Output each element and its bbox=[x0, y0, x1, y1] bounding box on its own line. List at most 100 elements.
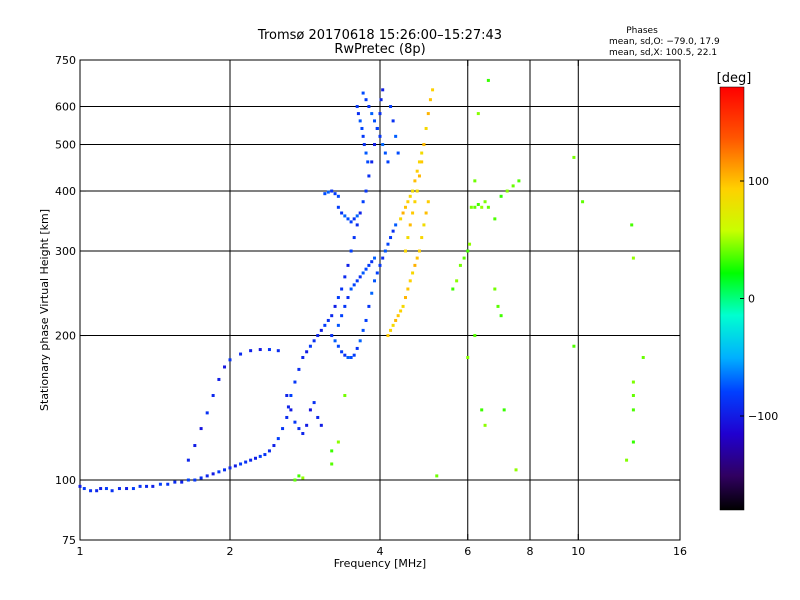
data-point bbox=[223, 468, 227, 472]
data-point bbox=[82, 487, 86, 491]
data-point bbox=[349, 220, 353, 224]
data-point bbox=[340, 350, 344, 354]
data-point bbox=[411, 189, 415, 193]
data-point bbox=[125, 487, 129, 491]
data-point bbox=[383, 249, 387, 253]
data-point bbox=[355, 279, 359, 283]
data-point bbox=[378, 112, 382, 116]
data-point bbox=[228, 466, 232, 470]
data-point bbox=[145, 484, 149, 488]
data-point bbox=[305, 423, 309, 427]
data-point bbox=[401, 304, 405, 308]
data-point bbox=[420, 151, 424, 155]
data-point bbox=[323, 323, 327, 327]
data-point bbox=[631, 380, 635, 384]
x-tick-label: 2 bbox=[227, 545, 234, 558]
data-point bbox=[361, 91, 365, 95]
data-point bbox=[186, 458, 190, 462]
data-point bbox=[355, 214, 359, 218]
data-point bbox=[364, 318, 368, 322]
data-point bbox=[233, 464, 237, 468]
data-point bbox=[330, 449, 334, 453]
data-point bbox=[361, 328, 365, 332]
data-point bbox=[362, 143, 366, 147]
data-point bbox=[431, 88, 435, 92]
data-point bbox=[572, 344, 576, 348]
data-point bbox=[361, 271, 365, 275]
data-point bbox=[406, 200, 410, 204]
data-point bbox=[462, 256, 466, 260]
data-point bbox=[223, 365, 227, 369]
data-point bbox=[217, 377, 221, 381]
data-point bbox=[572, 155, 576, 159]
data-point bbox=[428, 98, 432, 102]
data-point bbox=[244, 460, 248, 464]
phases-title: Phases bbox=[626, 26, 658, 36]
data-point bbox=[370, 160, 374, 164]
data-point bbox=[286, 405, 290, 409]
data-point bbox=[631, 256, 635, 260]
data-point bbox=[399, 217, 403, 221]
data-point bbox=[272, 444, 276, 448]
data-point bbox=[417, 160, 421, 164]
data-point bbox=[239, 352, 243, 356]
data-point bbox=[401, 211, 405, 215]
data-point bbox=[293, 478, 297, 482]
data-point bbox=[316, 334, 320, 338]
data-point bbox=[511, 184, 515, 188]
data-point bbox=[411, 211, 415, 215]
data-point bbox=[297, 367, 301, 371]
data-point bbox=[173, 480, 177, 484]
data-point bbox=[358, 119, 362, 123]
data-point bbox=[367, 105, 371, 109]
data-point bbox=[151, 484, 155, 488]
data-point bbox=[493, 287, 497, 291]
data-point bbox=[631, 408, 635, 412]
data-point bbox=[343, 275, 347, 279]
data-point bbox=[340, 211, 344, 215]
data-point bbox=[420, 236, 424, 240]
data-point bbox=[336, 323, 340, 327]
data-point bbox=[378, 134, 382, 138]
data-point bbox=[466, 249, 470, 253]
data-point bbox=[514, 468, 518, 472]
x-tick-label: 8 bbox=[527, 545, 534, 558]
data-point bbox=[411, 271, 415, 275]
data-point bbox=[346, 217, 350, 221]
data-point bbox=[375, 126, 379, 130]
data-point bbox=[312, 401, 316, 405]
grid-layer bbox=[80, 60, 680, 540]
data-point bbox=[276, 437, 280, 441]
data-point bbox=[455, 279, 459, 283]
data-point bbox=[480, 408, 484, 412]
data-point bbox=[630, 223, 634, 227]
data-point bbox=[285, 415, 289, 419]
tick-layer: 1 2 4 6 8 10 16 75 100 200 300 400 500 600 750 bbox=[55, 54, 687, 558]
data-point bbox=[625, 458, 629, 462]
data-point bbox=[420, 160, 424, 164]
x-tick-label: 4 bbox=[377, 545, 384, 558]
data-point bbox=[426, 112, 430, 116]
data-point bbox=[458, 263, 462, 267]
data-point bbox=[391, 323, 395, 327]
data-point bbox=[211, 394, 215, 398]
data-point bbox=[389, 328, 393, 332]
data-point bbox=[417, 249, 421, 253]
data-point bbox=[394, 318, 398, 322]
data-point bbox=[293, 380, 297, 384]
data-point bbox=[391, 229, 395, 233]
data-point bbox=[199, 476, 203, 480]
data-point bbox=[355, 346, 359, 350]
data-point bbox=[364, 98, 368, 102]
data-point bbox=[415, 256, 419, 260]
data-point bbox=[330, 189, 334, 193]
data-point bbox=[253, 456, 257, 460]
data-point bbox=[319, 423, 323, 427]
data-point bbox=[355, 223, 359, 227]
data-point bbox=[403, 205, 407, 209]
data-point bbox=[205, 411, 209, 415]
data-point bbox=[499, 194, 503, 198]
data-point bbox=[502, 408, 506, 412]
data-point bbox=[343, 304, 347, 308]
data-point bbox=[323, 192, 327, 196]
